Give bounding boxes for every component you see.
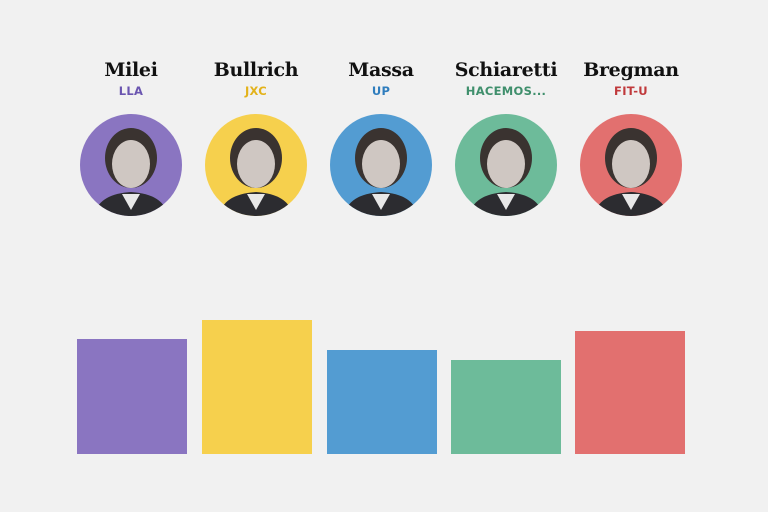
candidate-5: Bregman FIT-U xyxy=(569,56,693,216)
candidate-name: Massa xyxy=(348,59,414,81)
candidate-avatar xyxy=(80,114,182,216)
candidate-3: Massa UP xyxy=(319,56,443,216)
candidate-party: FIT-U xyxy=(614,84,648,98)
bar-bullrich xyxy=(202,320,312,454)
candidate-avatar xyxy=(580,114,682,216)
bar-milei xyxy=(77,339,187,454)
bar-bregman xyxy=(575,331,685,454)
candidate-4: Schiaretti HACEMOS... xyxy=(444,56,568,216)
candidate-name: Bregman xyxy=(583,59,679,81)
candidate-avatar xyxy=(330,114,432,216)
candidate-1: Milei LLA xyxy=(69,56,193,216)
person-silhouette-icon xyxy=(219,128,293,216)
candidate-name: Bullrich xyxy=(213,59,299,81)
person-silhouette-icon xyxy=(344,128,418,216)
candidate-party: LLA xyxy=(118,84,144,98)
person-silhouette-icon xyxy=(94,128,168,216)
candidate-party: JXC xyxy=(244,84,268,98)
bar-schiaretti xyxy=(451,360,561,454)
candidate-party: UP xyxy=(371,84,391,98)
candidate-name: Milei xyxy=(104,59,158,81)
candidate-2: Bullrich JXC xyxy=(194,56,318,216)
candidate-party: HACEMOS... xyxy=(465,84,547,98)
candidate-avatar xyxy=(205,114,307,216)
person-silhouette-icon xyxy=(594,128,668,216)
person-silhouette-icon xyxy=(469,128,543,216)
candidate-name: Schiaretti xyxy=(454,59,558,81)
candidate-avatar xyxy=(455,114,557,216)
bar-massa xyxy=(327,350,437,454)
